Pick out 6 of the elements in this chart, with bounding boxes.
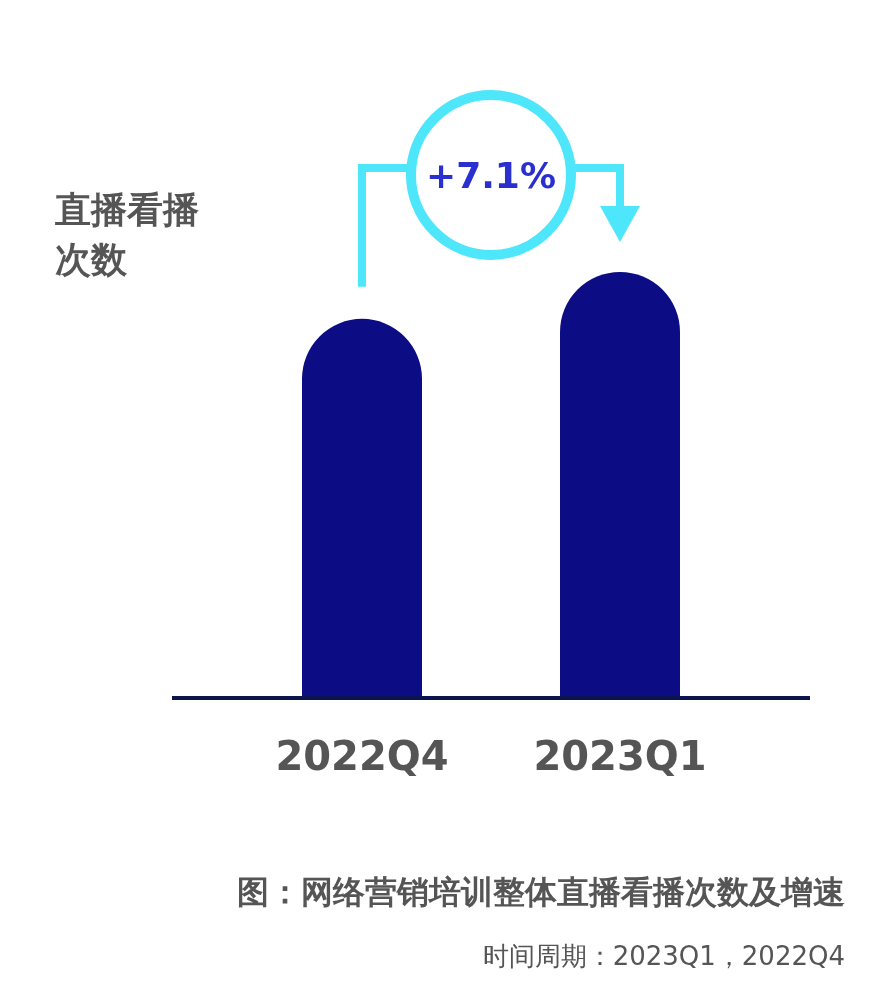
x-tick-label: 2023Q1 — [533, 733, 707, 779]
text: 时间周期：2023Q1，2022Q4 — [482, 941, 845, 971]
text: 图：网络营销培训整体直播看播次数及增速 — [237, 873, 845, 911]
text: +7.1% — [425, 155, 557, 196]
y-axis-title: 直播看播次数 — [54, 189, 199, 280]
x-tick-label: 2022Q4 — [275, 733, 449, 779]
